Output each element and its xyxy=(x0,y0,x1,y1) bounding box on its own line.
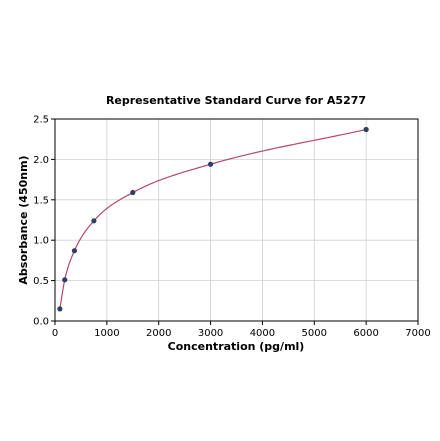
data-point xyxy=(91,218,97,224)
y-tick-label: 2.5 xyxy=(33,115,49,126)
data-points xyxy=(57,126,369,312)
x-tick-label: 4000 xyxy=(250,328,275,339)
data-point xyxy=(130,189,136,196)
x-tick-label: 7000 xyxy=(405,328,430,339)
y-tick-label: 1.0 xyxy=(33,236,49,247)
data-point xyxy=(57,306,63,312)
y-axis-label: Absorbance (450nm) xyxy=(17,155,30,284)
data-point xyxy=(71,248,78,254)
x-tick-label: 2000 xyxy=(146,328,171,339)
data-point xyxy=(207,161,214,167)
y-axis-ticks: 0.0 0.5 1.0 1.5 2.0 2.5 xyxy=(33,115,55,328)
data-point xyxy=(363,126,369,133)
x-axis-label: Concentration (pg/ml) xyxy=(168,340,305,353)
chart-title: Representative Standard Curve for A5277 xyxy=(106,94,366,107)
grid-lines xyxy=(55,119,418,321)
y-tick-label: 0.0 xyxy=(33,317,49,328)
x-tick-label: 6000 xyxy=(353,328,378,339)
x-tick-label: 0 xyxy=(52,328,58,339)
x-tick-label: 5000 xyxy=(302,328,327,339)
x-tick-label: 1000 xyxy=(94,328,119,339)
x-tick-label: 3000 xyxy=(198,328,223,339)
data-point xyxy=(62,277,68,283)
plot-frame xyxy=(54,118,419,322)
y-tick-label: 1.5 xyxy=(33,195,49,206)
x-axis-ticks: 0 1000 2000 3000 4000 5000 6000 7000 xyxy=(52,321,431,339)
fit-curve xyxy=(59,128,367,309)
y-tick-label: 0.5 xyxy=(33,276,49,287)
y-tick-label: 2.0 xyxy=(33,155,49,166)
